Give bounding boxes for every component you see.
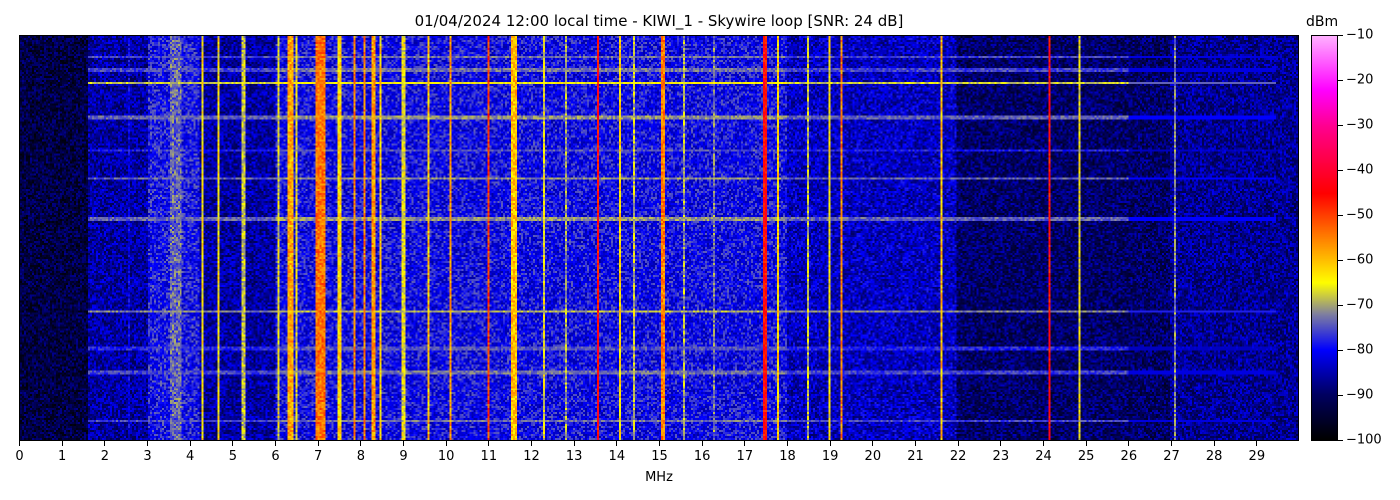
x-tick-label: 1 xyxy=(58,449,67,464)
x-tick xyxy=(531,441,532,446)
colorbar-tick-label: −100 xyxy=(1346,432,1382,448)
colorbar-tick xyxy=(1338,440,1343,441)
x-tick-label: 9 xyxy=(399,449,408,464)
x-tick-label: 21 xyxy=(907,449,924,464)
chart-title: 01/04/2024 12:00 local time - KIWI_1 - S… xyxy=(414,12,904,30)
x-tick xyxy=(61,441,63,446)
x-tick xyxy=(915,441,916,446)
x-tick-label: 24 xyxy=(1035,449,1052,464)
x-tick xyxy=(317,441,319,446)
colorbar-tick xyxy=(1338,305,1343,306)
x-tick xyxy=(787,441,788,446)
x-tick xyxy=(189,441,191,446)
x-tick-label: 11 xyxy=(480,449,498,464)
colorbar-tick-label: −10 xyxy=(1346,27,1374,43)
colorbar-tick-label: −90 xyxy=(1346,387,1374,403)
x-tick xyxy=(19,441,20,446)
x-tick-label: 29 xyxy=(1248,449,1266,464)
x-tick-label: 18 xyxy=(779,449,796,464)
colorbar-tick-label: −70 xyxy=(1346,297,1374,313)
x-tick-label: 26 xyxy=(1120,449,1138,464)
x-tick xyxy=(1213,441,1215,446)
x-tick-label: 27 xyxy=(1163,449,1180,464)
x-tick xyxy=(573,441,575,446)
x-tick xyxy=(232,441,234,446)
x-tick xyxy=(744,441,746,446)
colorbar-tick-label: −30 xyxy=(1346,117,1374,133)
x-tick xyxy=(1000,441,1002,446)
x-tick-label: 0 xyxy=(15,449,24,464)
colorbar-tick xyxy=(1338,215,1343,216)
x-tick-label: 14 xyxy=(608,449,626,464)
colorbar-tick-label: −50 xyxy=(1346,207,1374,223)
colorbar-tick xyxy=(1338,35,1343,36)
x-tick xyxy=(1171,441,1172,446)
x-tick xyxy=(403,441,404,446)
x-tick-label: 10 xyxy=(437,449,455,464)
colorbar xyxy=(1311,35,1338,441)
x-axis-label: MHz xyxy=(645,470,673,485)
x-tick xyxy=(872,441,874,446)
x-tick xyxy=(488,441,490,446)
colorbar-tick xyxy=(1338,170,1343,171)
x-tick xyxy=(1043,441,1044,446)
colorbar-tick-label: −60 xyxy=(1346,252,1374,268)
x-tick-label: 28 xyxy=(1205,449,1223,464)
x-tick-label: 2 xyxy=(100,449,109,464)
colorbar-tick-label: −20 xyxy=(1346,72,1374,88)
spectrogram-heatmap xyxy=(20,36,1298,440)
x-tick-label: 22 xyxy=(949,449,967,464)
colorbar-tick-label: −80 xyxy=(1346,342,1374,358)
x-tick xyxy=(659,441,660,446)
x-tick-label: 13 xyxy=(565,449,583,464)
colorbar-tick xyxy=(1338,350,1343,351)
x-tick-label: 3 xyxy=(143,449,152,464)
x-tick-label: 23 xyxy=(992,449,1010,464)
x-tick-label: 6 xyxy=(271,449,280,464)
x-tick xyxy=(957,441,959,446)
x-tick xyxy=(1256,441,1258,446)
x-tick xyxy=(701,441,703,446)
colorbar-tick xyxy=(1338,260,1343,261)
x-tick-label: 5 xyxy=(228,449,237,464)
x-tick xyxy=(275,441,276,446)
spectrogram-plot-area xyxy=(19,35,1299,441)
x-tick-label: 8 xyxy=(356,449,365,464)
colorbar-tick xyxy=(1338,395,1343,396)
x-tick-label: 25 xyxy=(1077,449,1095,464)
x-tick-label: 7 xyxy=(314,449,323,464)
x-tick-label: 15 xyxy=(651,449,668,464)
x-tick-label: 17 xyxy=(736,449,754,464)
colorbar-tick-label: −40 xyxy=(1346,162,1374,178)
x-tick xyxy=(1085,441,1087,446)
x-tick xyxy=(616,441,618,446)
x-tick xyxy=(829,441,831,446)
x-tick xyxy=(445,441,447,446)
x-tick-label: 20 xyxy=(864,449,882,464)
x-tick-label: 12 xyxy=(523,449,540,464)
colorbar-tick xyxy=(1338,125,1343,126)
x-tick xyxy=(1128,441,1130,446)
x-tick-label: 16 xyxy=(693,449,711,464)
colorbar-label: dBm xyxy=(1306,14,1339,30)
x-tick xyxy=(104,441,106,446)
x-tick xyxy=(360,441,362,446)
colorbar-tick xyxy=(1338,80,1343,81)
x-tick-label: 4 xyxy=(186,449,195,464)
x-tick-label: 19 xyxy=(821,449,839,464)
x-tick xyxy=(147,441,148,446)
